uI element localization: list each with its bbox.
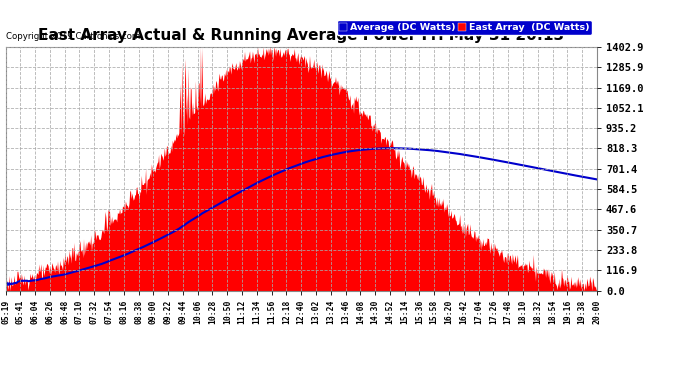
- Title: East Array Actual & Running Average Power Fri May 31 20:13: East Array Actual & Running Average Powe…: [38, 28, 564, 43]
- Legend: Average (DC Watts), East Array  (DC Watts): Average (DC Watts), East Array (DC Watts…: [337, 20, 592, 35]
- Text: Copyright 2019 Cartronics.com: Copyright 2019 Cartronics.com: [6, 32, 140, 41]
